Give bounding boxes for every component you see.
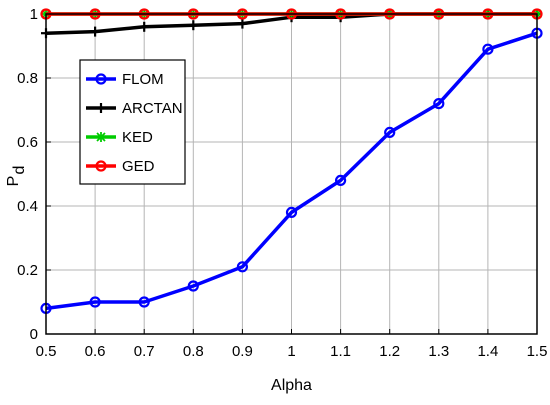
data-point-arctan <box>188 20 199 31</box>
legend: FLOM ARCTAN KED GED <box>79 59 186 185</box>
legend-label-arctan: ARCTAN <box>122 100 183 117</box>
data-point-arctan <box>237 18 248 29</box>
legend-label-ked: KED <box>122 129 153 146</box>
axis-ticks: 0.5 0.6 0.7 0.8 0.9 1 1.1 1.2 1.3 1.4 1.5 0 0.2 0.4 0.… <box>17 6 547 360</box>
plot-area-frame <box>45 13 538 335</box>
legend-item-arctan: ARCTAN <box>86 100 183 117</box>
data-point-flom <box>89 296 101 308</box>
x-tick-label: 1.5 <box>527 343 548 360</box>
legend-marker-flom <box>95 73 107 85</box>
y-tick-label: 1 <box>30 6 38 23</box>
x-tick-label: 1.2 <box>379 343 400 360</box>
x-tick-label: 1.3 <box>428 343 449 360</box>
data-point-flom <box>335 174 347 186</box>
x-tick-label: 1.4 <box>477 343 498 360</box>
y-tick-label: 0 <box>30 326 38 343</box>
data-point-arctan <box>90 26 101 37</box>
y-tick-label: 0.6 <box>17 134 38 151</box>
x-tick-label: 0.5 <box>36 343 57 360</box>
legend-item-ked: KED <box>86 129 153 146</box>
x-tick-label: 1 <box>287 343 295 360</box>
data-point-flom <box>285 206 298 218</box>
data-point-flom <box>138 296 150 308</box>
data-point-flom <box>187 280 199 292</box>
data-point-flom <box>433 97 445 110</box>
legend-marker-arctan <box>96 103 106 113</box>
legend-marker-ked <box>96 132 106 142</box>
y-tick-label: 0.4 <box>17 198 38 215</box>
x-tick-label: 1.1 <box>330 343 351 360</box>
legend-label-flom: FLOM <box>122 71 164 88</box>
data-point-arctan <box>139 21 150 32</box>
x-tick-label: 0.7 <box>134 343 155 360</box>
y-tick-label: 0.8 <box>17 70 38 87</box>
y-axis-label-subscript: d <box>11 166 28 175</box>
legend-marker-ged <box>95 160 107 172</box>
x-axis-label: Alpha <box>271 377 312 394</box>
y-axis-label: P d <box>5 166 28 187</box>
legend-item-ged: GED <box>86 158 155 175</box>
y-axis-label-main: P <box>5 176 22 187</box>
x-tick-label: 0.8 <box>183 343 204 360</box>
data-point-flom <box>482 43 494 55</box>
y-tick-label: 0.2 <box>17 262 38 279</box>
legend-label-ged: GED <box>122 158 155 175</box>
x-tick-label: 0.6 <box>85 343 106 360</box>
data-point-flom <box>236 261 248 273</box>
x-tick-label: 0.9 <box>232 343 253 360</box>
data-point-flom <box>384 126 396 138</box>
legend-item-flom: FLOM <box>86 71 164 88</box>
series-line-flom <box>45 31 538 311</box>
